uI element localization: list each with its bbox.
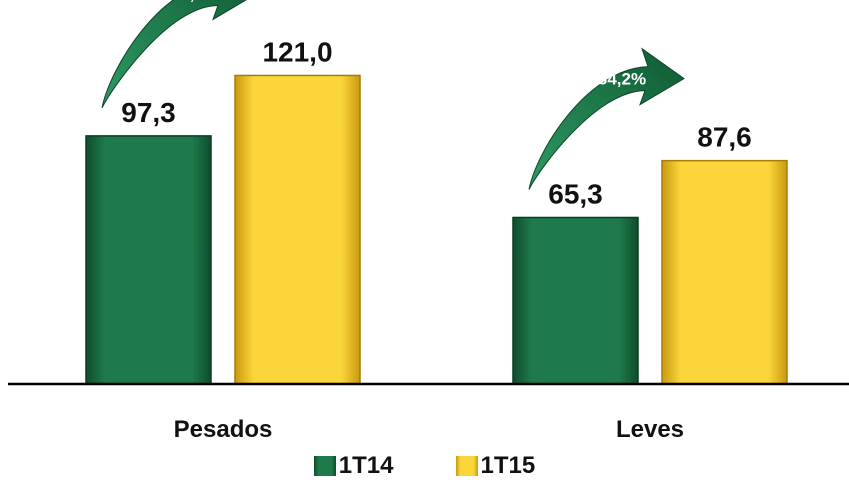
bar-1t14-leves <box>512 216 639 385</box>
legend-label-1t15: 1T15 <box>480 452 536 479</box>
bar-1t15-pesados <box>234 74 361 385</box>
bar-1t15-leves <box>661 159 788 385</box>
growth-arrow-leves <box>528 47 685 190</box>
category-label-leves: Leves <box>616 416 684 443</box>
value-label-1t14-leves: 65,3 <box>548 178 603 209</box>
growth-arrow-pesados <box>101 0 247 109</box>
value-label-1t14-pesados: 97,3 <box>121 97 176 128</box>
category-label-pesados: Pesados <box>174 416 273 443</box>
legend-label-1t14: 1T14 <box>338 452 394 479</box>
legend-swatch-1t15 <box>455 456 478 476</box>
value-label-1t15-leves: 87,6 <box>697 122 752 153</box>
bar-1t14-pesados <box>85 135 212 385</box>
legend: 1T14 1T15 <box>0 452 849 480</box>
legend-item-1t14: 1T14 <box>313 452 394 480</box>
growth-label-leves: 34,2% <box>598 70 646 89</box>
legend-swatch-1t14 <box>313 456 336 476</box>
value-label-1t15-pesados: 121,0 <box>262 36 332 67</box>
growth-label-pesados: 24,3% <box>171 0 219 3</box>
legend-item-1t15: 1T15 <box>455 452 536 480</box>
